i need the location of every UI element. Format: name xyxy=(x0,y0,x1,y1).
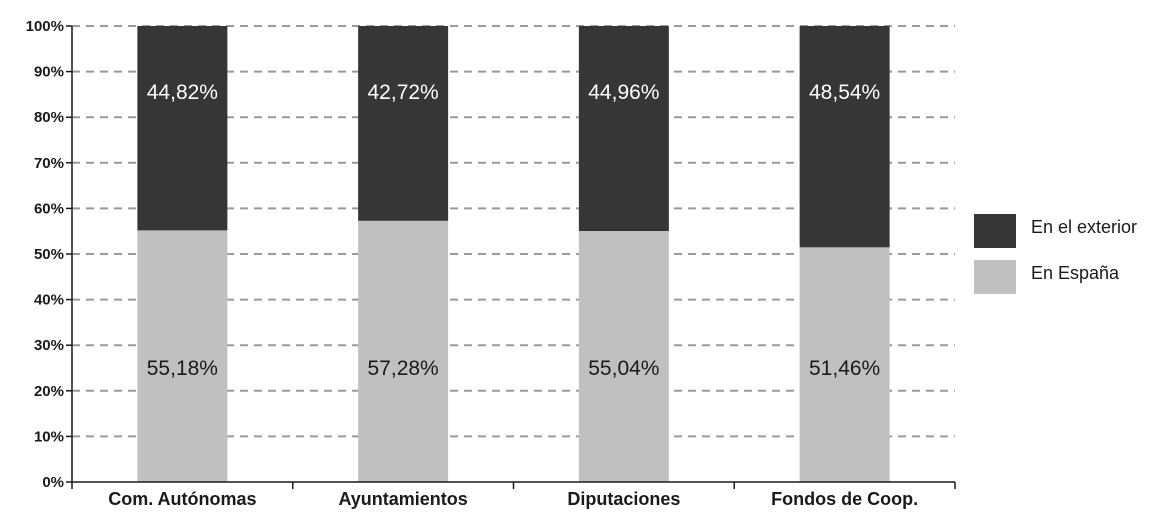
y-tick-label: 70% xyxy=(34,155,64,172)
legend-label: En el exterior xyxy=(1031,217,1137,237)
bar-segment xyxy=(799,247,890,482)
data-label: 51,46% xyxy=(809,357,880,380)
bar-segment xyxy=(578,26,669,232)
x-tick-label: Com. Autónomas xyxy=(108,489,256,509)
y-tick-label: 50% xyxy=(34,246,64,263)
bar-segment xyxy=(137,230,228,482)
bar-segment xyxy=(799,26,890,248)
y-tick-label: 0% xyxy=(42,474,64,491)
y-tick-label: 40% xyxy=(34,292,64,309)
y-tick-label: 90% xyxy=(34,64,64,81)
data-label: 57,28% xyxy=(368,357,439,380)
bar-segment xyxy=(578,231,669,482)
bar-segment xyxy=(358,220,449,482)
data-label: 44,96% xyxy=(588,81,659,104)
x-tick-label: Fondos de Coop. xyxy=(771,489,918,509)
legend-label: En España xyxy=(1031,263,1120,283)
y-tick-label: 20% xyxy=(34,383,64,400)
data-label: 48,54% xyxy=(809,81,880,104)
y-tick-label: 100% xyxy=(26,18,64,35)
data-label: 55,18% xyxy=(147,357,218,380)
data-label: 55,04% xyxy=(588,357,659,380)
bars xyxy=(137,26,890,482)
legend: En el exterior En España xyxy=(974,214,1137,294)
y-tick-label: 60% xyxy=(34,200,64,217)
y-tick-label: 80% xyxy=(34,109,64,126)
axes: 0% 10% 20% 30% 40% 50% 60% 70% 80% 90% 100% Com. Au… xyxy=(26,18,956,509)
x-tick-label: Ayuntamientos xyxy=(338,489,467,509)
legend-swatch xyxy=(974,214,1016,248)
bar-segment xyxy=(137,26,228,231)
x-tick-label: Diputaciones xyxy=(567,489,680,509)
y-tick-label: 30% xyxy=(34,337,64,354)
data-label: 44,82% xyxy=(147,81,218,104)
data-labels: 55,18% 44,82% 57,28% 42,72% 55,04% 44,96% 51,4… xyxy=(147,81,880,380)
legend-swatch xyxy=(974,260,1016,294)
data-label: 42,72% xyxy=(368,81,439,104)
y-tick-label: 10% xyxy=(34,428,64,445)
bar-segment xyxy=(358,26,449,221)
